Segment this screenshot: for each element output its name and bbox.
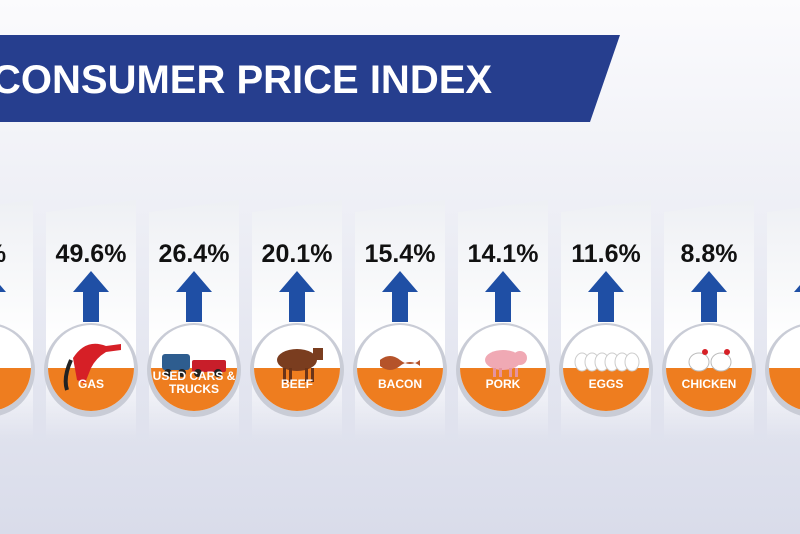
item-label: BEEF [281,377,313,391]
item-value: 15.4% [365,240,436,268]
item: 49.6% GAS [44,200,138,440]
gas-hose [63,359,73,391]
cow-leg [283,368,286,382]
up-arrow [588,271,624,322]
chicken-comb [702,349,708,355]
item-label: EGGS [589,377,624,391]
item: 4.N [765,207,800,440]
item-badge: USED CARS &TRUCKS [151,325,237,411]
up-arrow [176,271,212,322]
truck-icon [162,354,190,370]
truck-icon [192,360,226,372]
title-banner [0,35,620,122]
item-icon [688,349,732,372]
item: 1%OIL [0,200,35,440]
item-icon [380,356,420,370]
up-arrow [279,271,315,322]
bacon-icon [380,356,420,370]
cow-icon [277,349,317,371]
item-value: 26.4% [159,240,230,268]
item-badge: BACON [357,325,443,411]
item: 14.1% PORK [456,200,550,440]
up-arrow [691,271,727,322]
gas-nozzle-icon [73,343,121,383]
cow-leg [305,368,308,382]
egg-icon [624,352,640,372]
up-arrow [485,271,521,322]
item-value: 11.6% [571,240,641,268]
pig-leg [493,368,496,377]
item-icon [574,352,640,372]
item-value: 8.8% [681,240,738,268]
item-icon [277,348,323,382]
wheel [164,369,172,377]
chicken-icon [710,352,732,372]
up-arrow [382,271,418,322]
title: CONSUMER PRICE INDEX [0,58,492,102]
cow-leg [311,368,314,382]
item-value: 1% [0,240,6,268]
up-arrow [0,285,6,292]
item-icon [162,354,226,377]
wheel [214,369,222,377]
pig-leg [509,368,512,377]
wheel [178,369,186,377]
item-label: CHICKEN [682,377,737,391]
item: 11.6% EGGS [559,200,653,440]
item-label: TRUCKS [169,382,219,396]
item: 26.4% USED CARS &TRUCKS [147,200,241,440]
item-label: PORK [486,377,521,391]
wheel [194,369,202,377]
cow-head [313,348,323,360]
chicken-comb [724,349,730,355]
item-badge: EGGS [563,325,649,411]
pig-leg [499,368,502,377]
item-label: USED CARS & [153,369,236,383]
chicken-icon [688,352,710,372]
item: 20.1% BEEF [250,200,344,440]
item: 8.8% CHICKEN [662,200,756,440]
item-value: 49.6% [56,240,127,268]
item-label: BACON [378,377,422,391]
item-value: 20.1% [262,240,333,268]
pig-icon [485,350,521,370]
pig-leg [515,368,518,377]
item-label: GAS [78,377,104,391]
up-arrow [73,271,109,322]
pig-head [513,351,527,365]
item-icon [485,350,527,377]
item: 15.4% BACON [353,200,447,440]
up-arrow [794,285,800,292]
item-value: 14.1% [468,240,539,268]
item-icon [63,343,121,391]
item-badge: CHICKEN [666,325,752,411]
cow-leg [289,368,292,382]
